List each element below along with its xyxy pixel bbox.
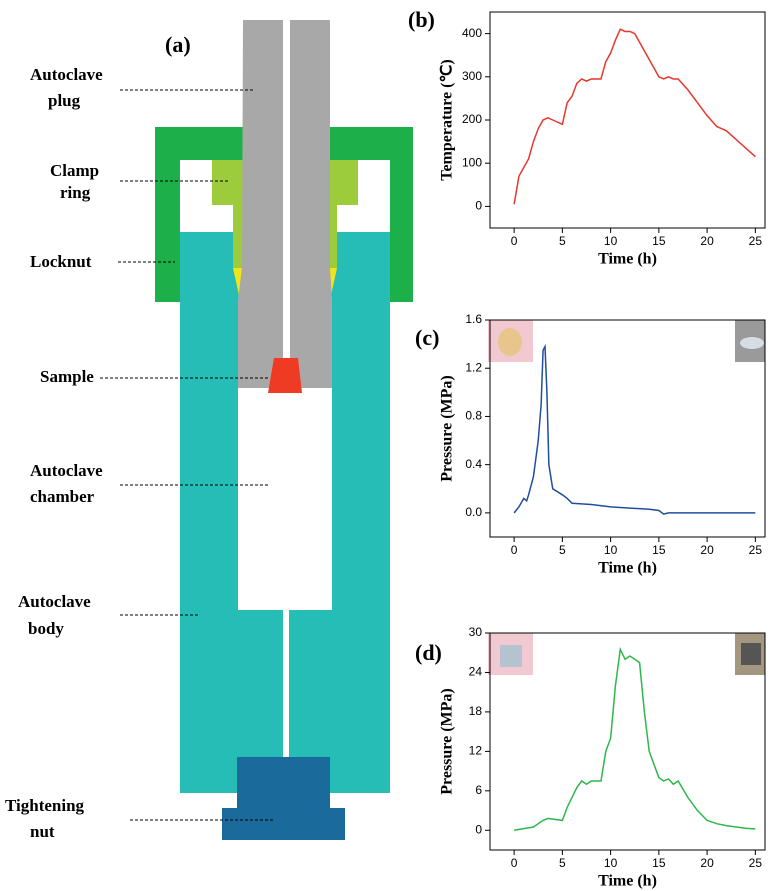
y-tick-label: 24	[469, 665, 483, 679]
photo-sample	[740, 337, 764, 349]
bore	[283, 610, 289, 757]
x-axis-label: Time (h)	[598, 251, 657, 268]
plug-slit	[283, 20, 290, 358]
photo-sample	[498, 328, 522, 356]
part-label: plug	[48, 91, 81, 110]
y-tick-label: 100	[462, 155, 482, 169]
x-tick-label: 0	[511, 234, 518, 248]
x-tick-label: 10	[604, 543, 618, 557]
y-tick-label: 400	[462, 26, 482, 40]
y-tick-label: 0.8	[465, 409, 482, 423]
autoclave-diagram: (a) Autoclave plug Clamp ring Locknut Sa…	[5, 20, 413, 841]
x-tick-label: 15	[652, 234, 666, 248]
y-tick-label: 0.4	[465, 457, 482, 471]
x-tick-label: 0	[511, 543, 518, 557]
y-axis-label: Pressure (MPa)	[439, 688, 456, 794]
x-axis-label: Time (h)	[598, 560, 657, 577]
plot-frame	[489, 11, 766, 229]
y-tick-label: 6	[475, 783, 482, 797]
y-tick-label: 1.6	[465, 312, 482, 326]
panel-label: (a)	[165, 32, 191, 57]
part-label: Tightening	[5, 796, 85, 815]
photo-sample	[741, 643, 761, 665]
data-line	[513, 28, 756, 205]
y-tick-label: 30	[469, 625, 483, 639]
part-label: Autoclave	[30, 461, 103, 480]
y-axis-label: Temperature (℃)	[439, 59, 456, 181]
data-line	[513, 646, 756, 832]
x-tick-label: 20	[700, 543, 714, 557]
panel-label: (b)	[408, 7, 435, 32]
panel-label: (d)	[415, 640, 442, 665]
part-label: ring	[60, 183, 91, 202]
data-line	[513, 343, 756, 515]
x-tick-label: 5	[559, 234, 566, 248]
autoclave-chamber	[238, 388, 332, 610]
part-label: body	[28, 619, 64, 638]
photo-sample	[500, 645, 522, 667]
y-tick-label: 300	[462, 69, 482, 83]
sample	[268, 358, 302, 393]
x-tick-label: 25	[749, 234, 763, 248]
x-tick-label: 15	[652, 543, 666, 557]
part-label: nut	[30, 822, 55, 841]
x-tick-label: 25	[749, 543, 763, 557]
photos	[488, 320, 765, 675]
panel-label: (c)	[415, 325, 439, 350]
locknut	[155, 127, 413, 302]
x-tick-label: 5	[559, 543, 566, 557]
y-tick-label: 200	[462, 112, 482, 126]
x-tick-label: 20	[700, 234, 714, 248]
plot-frame	[489, 632, 766, 851]
part-label: Autoclave	[18, 592, 91, 611]
part-label: Locknut	[30, 252, 92, 271]
x-tick-label: 5	[559, 856, 566, 870]
x-tick-label: 25	[749, 856, 763, 870]
x-tick-label: 10	[604, 234, 618, 248]
y-tick-label: 1.2	[465, 360, 482, 374]
part-label: Clamp	[50, 161, 99, 180]
y-tick-label: 0	[475, 822, 482, 836]
part-label: chamber	[30, 487, 95, 506]
y-tick-label: 0.0	[465, 505, 482, 519]
x-tick-label: 20	[700, 856, 714, 870]
tightening-nut	[222, 757, 345, 840]
y-axis-label: Pressure (MPa)	[439, 375, 456, 481]
part-label: Sample	[40, 367, 94, 386]
x-tick-label: 10	[604, 856, 618, 870]
x-tick-label: 0	[511, 856, 518, 870]
x-axis-label: Time (h)	[598, 873, 657, 890]
x-tick-label: 15	[652, 856, 666, 870]
part-label: Autoclave	[30, 65, 103, 84]
y-tick-label: 18	[469, 704, 483, 718]
y-tick-label: 0	[475, 199, 482, 213]
plot-frame	[489, 319, 766, 538]
y-tick-label: 12	[469, 744, 483, 758]
